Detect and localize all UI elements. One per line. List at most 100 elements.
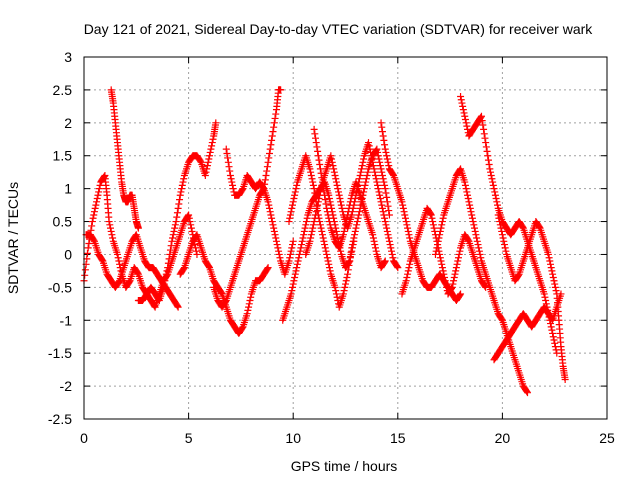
data-point — [327, 201, 335, 209]
data-point — [498, 315, 506, 323]
data-point — [436, 227, 444, 235]
data-point — [81, 266, 89, 274]
data-point — [482, 139, 490, 147]
data-point — [384, 202, 392, 210]
x-tick-label: 20 — [495, 430, 511, 446]
data-point — [478, 117, 486, 125]
series-sat-g — [222, 145, 297, 278]
data-point — [376, 195, 384, 203]
data-point — [552, 287, 560, 295]
data-point — [310, 185, 318, 193]
data-point — [209, 135, 217, 143]
data-point — [173, 213, 181, 221]
data-point — [475, 247, 483, 255]
data-point — [301, 224, 309, 232]
data-point — [326, 221, 334, 229]
data-point — [83, 249, 91, 257]
data-point — [366, 145, 374, 153]
data-point — [272, 234, 280, 242]
data-point — [247, 293, 255, 301]
data-point — [431, 250, 439, 258]
data-point — [464, 236, 472, 244]
data-point — [114, 254, 122, 262]
data-point — [542, 297, 550, 305]
data-point — [293, 264, 301, 272]
data-point — [287, 290, 295, 298]
data-point — [290, 277, 298, 285]
data-point — [243, 310, 251, 318]
data-point — [514, 271, 522, 279]
data-point — [293, 181, 301, 189]
data-point — [175, 200, 183, 208]
data-point — [485, 161, 493, 169]
data-point — [106, 224, 114, 232]
data-point — [388, 247, 396, 255]
data-point — [429, 221, 437, 229]
data-point — [162, 270, 170, 278]
data-point — [314, 198, 322, 206]
data-point — [372, 247, 380, 255]
data-point — [375, 188, 383, 196]
data-point — [226, 171, 234, 179]
data-point — [318, 227, 326, 235]
data-point — [371, 171, 379, 179]
data-point — [299, 234, 307, 242]
data-point — [95, 185, 103, 193]
data-point — [276, 254, 284, 262]
y-tick-label: -2 — [60, 378, 73, 394]
data-point — [498, 227, 506, 235]
data-point — [178, 181, 186, 189]
data-point — [186, 218, 194, 226]
data-point — [380, 136, 388, 144]
data-point — [171, 224, 179, 232]
data-point — [551, 283, 559, 291]
data-point — [309, 221, 317, 229]
series-sat-l — [377, 119, 465, 305]
data-point — [365, 142, 373, 150]
data-point — [212, 119, 220, 127]
data-point — [328, 158, 336, 166]
data-point — [335, 188, 343, 196]
data-point — [473, 237, 481, 245]
data-point — [229, 181, 237, 189]
data-point — [491, 188, 499, 196]
data-point — [492, 195, 500, 203]
data-point — [455, 250, 463, 258]
data-point — [264, 264, 272, 272]
data-point — [360, 185, 368, 193]
data-point — [323, 250, 331, 258]
data-point — [168, 237, 176, 245]
data-point — [345, 204, 353, 212]
data-point — [259, 184, 267, 192]
data-point — [224, 158, 232, 166]
data-point — [261, 176, 269, 184]
data-point — [125, 278, 133, 286]
data-point — [340, 287, 348, 295]
data-point — [347, 248, 355, 256]
data-point — [491, 191, 499, 199]
data-point — [325, 214, 333, 222]
data-point — [384, 231, 392, 239]
data-point — [177, 188, 185, 196]
x-tick-label: 5 — [185, 430, 193, 446]
y-axis-label: SDTVAR / TECUs — [5, 182, 21, 294]
data-point — [332, 175, 340, 183]
series-sat-k — [310, 125, 389, 272]
data-point — [339, 231, 347, 239]
data-point — [459, 106, 467, 114]
data-point — [202, 168, 210, 176]
data-point — [316, 165, 324, 173]
data-point — [430, 224, 438, 232]
data-point — [224, 154, 232, 162]
data-point — [501, 244, 509, 252]
data-point — [245, 300, 253, 308]
data-point — [286, 211, 294, 219]
data-point — [364, 168, 372, 176]
data-point — [454, 257, 462, 265]
data-point — [90, 208, 98, 216]
data-point — [471, 224, 479, 232]
data-point — [523, 388, 531, 396]
data-point — [312, 134, 320, 142]
x-tick-label: 10 — [285, 430, 301, 446]
data-point — [321, 244, 329, 252]
